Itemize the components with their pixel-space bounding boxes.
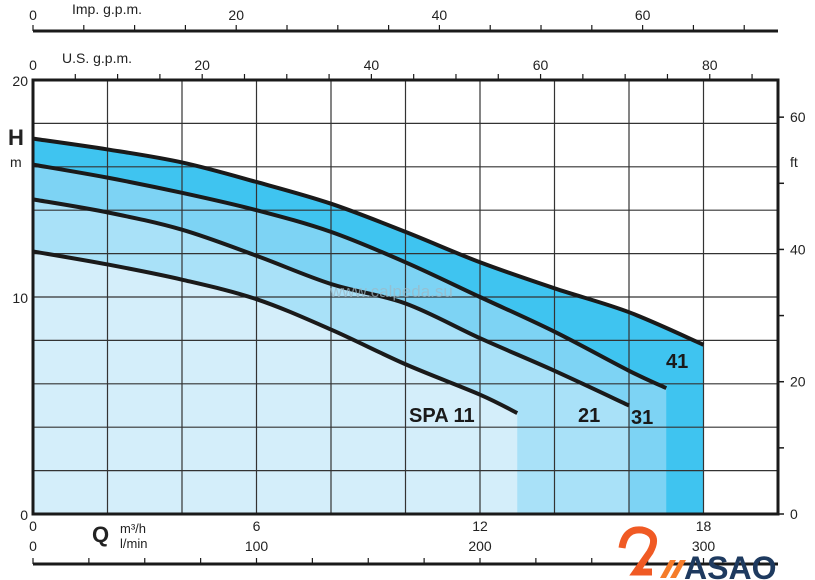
- curve-lines: [32, 136, 705, 415]
- fill-area-spa-11: [33, 251, 518, 514]
- series-label-spa11: SPA 11: [409, 405, 475, 427]
- series-label-41: 41: [666, 351, 688, 373]
- curve-31: [32, 162, 668, 390]
- plot-frame: [31, 78, 780, 516]
- imp-gpm-tick-label: 60: [635, 7, 651, 23]
- y-axis-unit: m: [10, 154, 22, 170]
- imp-gpm-tick-label: 20: [228, 7, 244, 23]
- imp-gpm-label: Imp. g.p.m.: [72, 1, 142, 17]
- x-axis-label: Q: [92, 522, 109, 547]
- y-tick-label: 10: [12, 290, 28, 306]
- x-axis-unit-m3h: m³/h: [120, 521, 146, 536]
- logo-swoosh-icon: [618, 526, 658, 576]
- x-tick-label: 18: [696, 518, 712, 534]
- us-gpm-tick-label: 0: [29, 57, 37, 73]
- us-gpm-tick-label: 60: [533, 57, 549, 73]
- y2-tick-label: 60: [790, 109, 806, 125]
- logo-stripes-icon: [660, 560, 686, 578]
- y2-tick-label: 20: [790, 374, 806, 390]
- lmin-tick-label: 0: [29, 538, 37, 554]
- y2-tick-label: 40: [790, 241, 806, 257]
- curve-spa-11: [32, 249, 519, 415]
- us-gpm-tick-label: 20: [194, 57, 210, 73]
- logo-text: ASAO: [684, 550, 776, 580]
- x-axis-unit-lmin: l/min: [120, 536, 147, 551]
- x-tick-label: 0: [29, 518, 37, 534]
- x-tick-label: 12: [472, 518, 488, 534]
- lmin-tick-label: 300: [692, 538, 716, 554]
- us-gpm-label: U.S. g.p.m.: [62, 50, 132, 66]
- us-gpm-tick-label: 80: [702, 57, 718, 73]
- lmin-tick-label: 100: [245, 538, 269, 554]
- grid-lines: [33, 80, 778, 514]
- us-gpm-tick-label: 40: [364, 57, 380, 73]
- x-tick-label: 6: [253, 518, 261, 534]
- asao-logo: ASAO: [618, 526, 776, 580]
- series-label-31: 31: [631, 407, 653, 429]
- y-axis-label: H: [8, 125, 24, 150]
- imp-gpm-tick-label: 40: [432, 7, 448, 23]
- y-tick-label: 0: [20, 507, 28, 523]
- curve-41: [32, 136, 705, 347]
- y2-tick-label: 0: [790, 506, 798, 522]
- lmin-tick-label: 200: [468, 538, 492, 554]
- watermark: www.calpeda.su: [329, 282, 453, 301]
- series-label-21: 21: [578, 405, 600, 427]
- curve-fills: [33, 138, 704, 514]
- curve-21: [32, 197, 630, 408]
- y-tick-label: 20: [12, 73, 28, 89]
- y2-axis-unit: ft: [790, 154, 798, 170]
- imp-gpm-tick-label: 0: [29, 7, 37, 23]
